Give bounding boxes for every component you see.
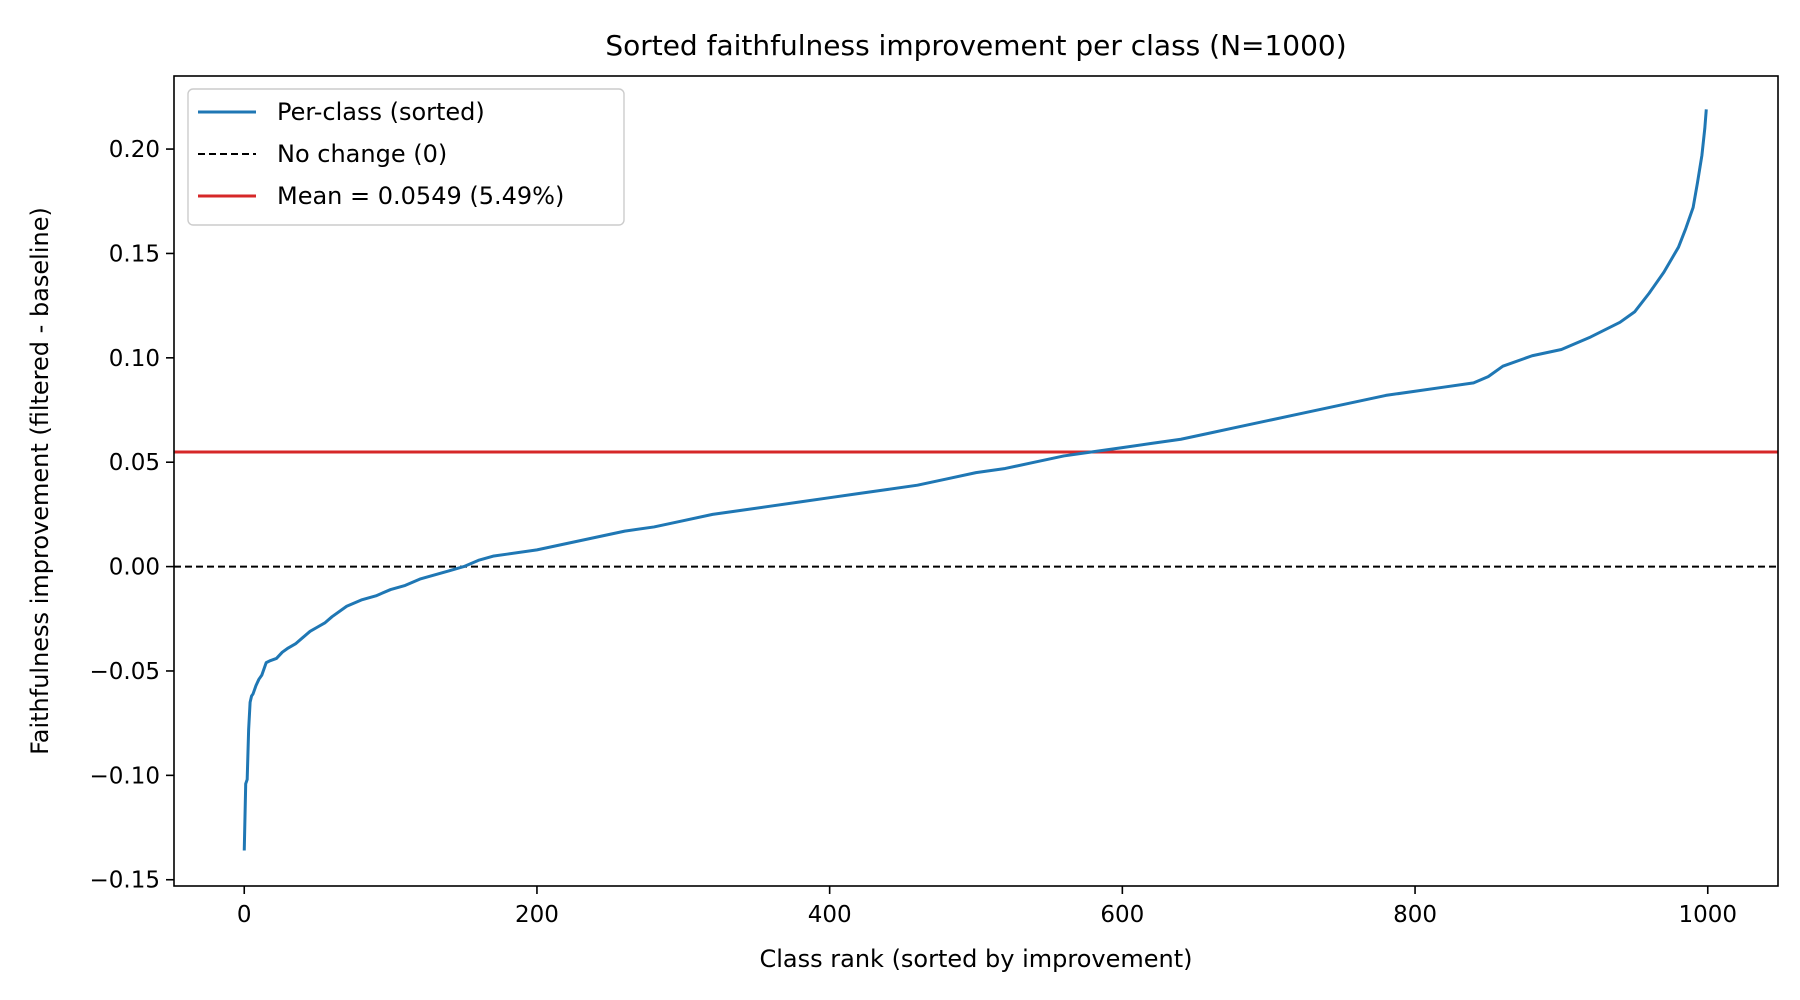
- legend-label-no-change: No change (0): [277, 140, 447, 168]
- legend: Per-class (sorted) No change (0) Mean = …: [187, 88, 625, 226]
- x-tick-label: 400: [808, 902, 852, 928]
- y-tick-label: 0.05: [109, 450, 160, 476]
- y-axis-ticks: −0.15 −0.10 −0.05 0.00 0.05 0.10 0.15 0.20: [90, 137, 174, 894]
- x-tick-label: 800: [1393, 902, 1437, 928]
- x-tick-label: 600: [1100, 902, 1144, 928]
- chart-title: Sorted faithfulness improvement per clas…: [605, 29, 1346, 62]
- series-line-per-class: [242, 109, 1708, 851]
- x-tick-label: 0: [237, 902, 252, 928]
- y-tick-label: −0.10: [90, 763, 160, 789]
- y-tick-label: 0.10: [109, 346, 160, 372]
- axes-frame: [173, 75, 1779, 887]
- x-axis-title: Class rank (sorted by improvement): [759, 945, 1192, 973]
- y-tick-label: 0.20: [109, 137, 160, 163]
- legend-label-per-class: Per-class (sorted): [277, 98, 485, 126]
- y-tick-label: 0.15: [109, 241, 160, 267]
- x-axis-ticks: 0 200 400 600 800 1000: [237, 886, 1737, 928]
- x-tick-label: 200: [515, 902, 559, 928]
- y-axis-title: Faithfulness improvement (filtered - bas…: [26, 207, 54, 755]
- plot-area: [174, 109, 1778, 851]
- legend-box: [187, 88, 625, 226]
- legend-label-mean: Mean = 0.0549 (5.49%): [277, 182, 564, 210]
- x-tick-label: 1000: [1678, 902, 1737, 928]
- y-tick-label: −0.15: [90, 868, 160, 894]
- y-tick-label: −0.05: [90, 659, 160, 685]
- y-tick-label: 0.00: [109, 555, 160, 581]
